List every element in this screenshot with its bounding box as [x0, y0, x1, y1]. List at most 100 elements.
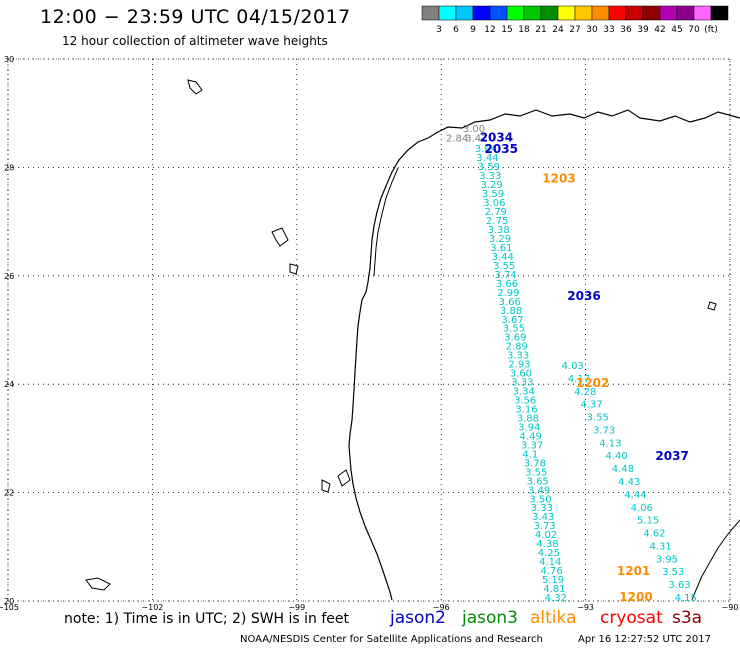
wave-height-value: 3.61: [490, 243, 512, 254]
wave-height-value: 5.19: [542, 575, 564, 586]
colorbar-label: 9: [470, 25, 476, 35]
gulf-coastline: [348, 109, 740, 601]
pass-time-label: 2037: [655, 449, 688, 463]
wave-height-value: 4.37: [580, 400, 602, 411]
wave-height-value: 4.25: [538, 548, 560, 559]
wave-height-value: 3.60: [510, 369, 532, 380]
wave-height-value: 4.43: [618, 477, 640, 488]
wave-height-value: 3.49: [528, 485, 550, 496]
lake-5: [337, 469, 351, 487]
mexico-coast-south: [691, 519, 740, 601]
wave-height-value: 2.79: [485, 207, 507, 218]
wave-height-value: 3.67: [501, 315, 523, 326]
map-subtitle: 12 hour collection of altimeter wave hei…: [62, 34, 328, 48]
colorbar-label: 33: [603, 25, 614, 35]
wave-height-value: 4.15: [675, 593, 697, 604]
wave-height-value: 4.13: [599, 438, 621, 449]
wave-height-value: 3.00: [463, 124, 485, 135]
axis-tick-labels: −105 −102 −99 −96 −93 −90 30 28 26 24 22 20: [0, 55, 738, 612]
wave-height-value: 3.44: [476, 153, 498, 164]
wave-height-value: 3.73: [534, 521, 556, 532]
track-b-values: 4.03 4.17 4.28 4.37 3.553.73 4.13 4.40 4.48 4.43…: [562, 361, 697, 604]
wave-height-value: 2.99: [497, 288, 519, 299]
lake-3: [85, 577, 111, 591]
wave-height-value: 3.33: [511, 378, 533, 389]
wave-height-value: 2.84: [446, 133, 468, 144]
legend-cryosat: cryosat: [600, 608, 663, 628]
lon-tick-label: −102: [141, 603, 163, 612]
wave-height-value: 3.88: [500, 306, 522, 317]
wave-height-value: 2.93: [508, 360, 530, 371]
wave-height-value: 4.14: [539, 557, 561, 568]
lon-tick-label: −93: [577, 603, 594, 612]
wave-height-value: 3.74: [494, 270, 516, 281]
colorbar-label: 70: [688, 25, 700, 35]
colorbar-label: 12: [484, 25, 495, 35]
wave-height-value: 4.81: [543, 584, 565, 595]
wave-height-value: 3.33: [507, 351, 529, 362]
lake-6: [707, 301, 717, 311]
lake-2: [289, 263, 299, 275]
wave-height-value: 4.1: [522, 449, 538, 460]
lat-tick-label: 22: [4, 489, 14, 498]
wave-height-value: 3.69: [504, 333, 526, 344]
colorbar-swatch: [710, 5, 729, 21]
wave-height-value: 3.56: [514, 396, 536, 407]
pass-time-label: 2035: [485, 142, 518, 156]
wave-height-value: 3.50: [529, 494, 551, 505]
gray-values: 3.002.843.42: [446, 124, 488, 144]
legend-jason2: jason2: [390, 608, 446, 628]
wave-height-value: 3.44: [492, 252, 514, 263]
colorbar-label: 42: [654, 25, 665, 35]
lat-tick-label: 26: [4, 272, 14, 281]
lon-tick-label: −99: [288, 603, 305, 612]
colorbar-label: (ft): [704, 25, 718, 35]
lat-tick-label: 20: [4, 597, 14, 606]
footer-timestamp: Apr 16 12:27:52 UTC 2017: [578, 634, 711, 645]
pass-time-label: 1200: [619, 590, 652, 604]
wave-height-value: 2.75: [486, 216, 508, 227]
lake-1: [271, 227, 289, 247]
wave-height-value: 4.48: [612, 464, 634, 475]
pass-time-label: 1202: [576, 376, 609, 390]
wave-height-value: 3.37: [521, 440, 543, 451]
coastline: [85, 79, 740, 601]
lake-4: [321, 479, 331, 493]
lon-tick-label: −105: [0, 603, 19, 612]
wave-height-value: 3.64: [475, 144, 497, 155]
pass-time-label: 2036: [567, 289, 600, 303]
wave-height-value: 3.66: [496, 279, 518, 290]
colorbar-label: 30: [586, 25, 598, 35]
wave-height-value: 3.38: [487, 225, 509, 236]
wave-height-value: 3.06: [483, 198, 505, 209]
wave-height-value: 3.43: [532, 512, 554, 523]
wave-height-value: 3.59: [478, 162, 500, 173]
wave-height-value: 3.78: [524, 458, 546, 469]
colorbar-label: 39: [637, 25, 649, 35]
coastal-lagoon: [373, 167, 399, 277]
wave-height-value: 5.15: [637, 516, 659, 527]
footer-credit: NOAA/NESDIS Center for Satellite Applica…: [240, 634, 543, 645]
wave-height-value: 4.31: [650, 541, 672, 552]
colorbar-label: 15: [501, 25, 512, 35]
legend-s3a: s3a: [672, 608, 703, 628]
lat-tick-label: 28: [4, 163, 14, 172]
wave-height-value: 3.55: [503, 324, 525, 335]
wave-height-value: 4.44: [624, 490, 646, 501]
wave-height-value: 4.49: [520, 431, 542, 442]
lon-tick-label: −96: [433, 603, 450, 612]
colorbar-label: 6: [453, 25, 459, 35]
wave-height-value: 4.06: [631, 503, 653, 514]
pass-time-label: 1201: [617, 564, 650, 578]
wave-height-value: 4.17: [568, 374, 590, 385]
colorbar: 3 6 9 12 15 18 21 24 27 30 33 36 39 42 45 70 (ft): [421, 5, 729, 35]
wave-height-value: 4.28: [574, 387, 596, 398]
wave-height-value: 4.62: [643, 529, 665, 540]
wave-height-value: 3.16: [515, 405, 537, 416]
map-title: 12:00 − 23:59 UTC 04/15/2017: [40, 6, 351, 28]
wave-height-value: 3.95: [656, 554, 678, 565]
wave-height-value: 3.33: [531, 503, 553, 514]
colorbar-label: 36: [620, 25, 632, 35]
island-1: [187, 79, 203, 95]
